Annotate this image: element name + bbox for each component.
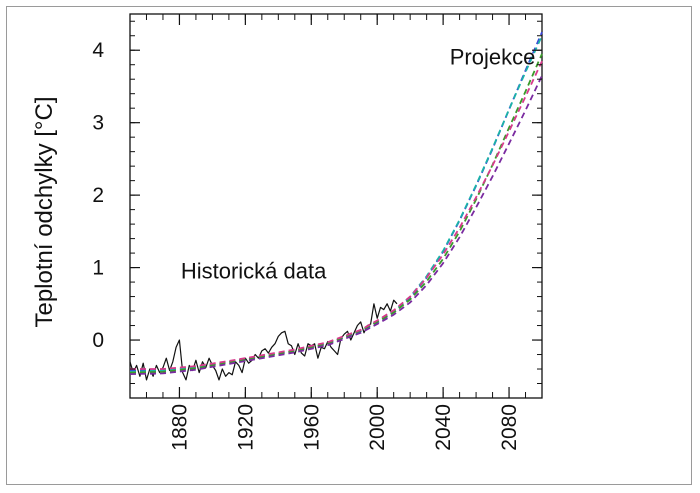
projection-line-4 [130, 60, 543, 370]
y-axis-label: Teplotní odchylky [°C] [31, 96, 58, 327]
series-layer [129, 31, 543, 381]
y-tick-label: 2 [92, 184, 104, 207]
y-tick-label: 1 [92, 257, 104, 280]
projection-line-1 [130, 31, 543, 372]
ticks-layer: 1880 1920 1960 2000 2040 2080 0 1 2 3 4 [92, 14, 543, 451]
x-tick-label: 1880 [168, 404, 191, 451]
y-tick-label: 0 [92, 329, 104, 352]
x-tick-label: 2000 [366, 404, 389, 451]
x-tick-label: 2080 [498, 404, 521, 451]
projection-line-5 [129, 75, 543, 375]
annotation-historical: Historická data [181, 258, 327, 283]
projection-line-3 [129, 53, 543, 374]
x-tick-label: 1920 [234, 404, 257, 451]
y-tick-label: 3 [92, 112, 104, 135]
figure-frame [6, 6, 692, 485]
plot-area [129, 13, 543, 399]
projection-line-2 [129, 35, 543, 373]
historical-data-line [129, 299, 398, 381]
annotation-projection: Projekce [450, 45, 536, 70]
x-tick-label: 2040 [432, 404, 455, 451]
y-tick-label: 4 [92, 39, 104, 62]
x-tick-label: 1960 [300, 404, 323, 451]
